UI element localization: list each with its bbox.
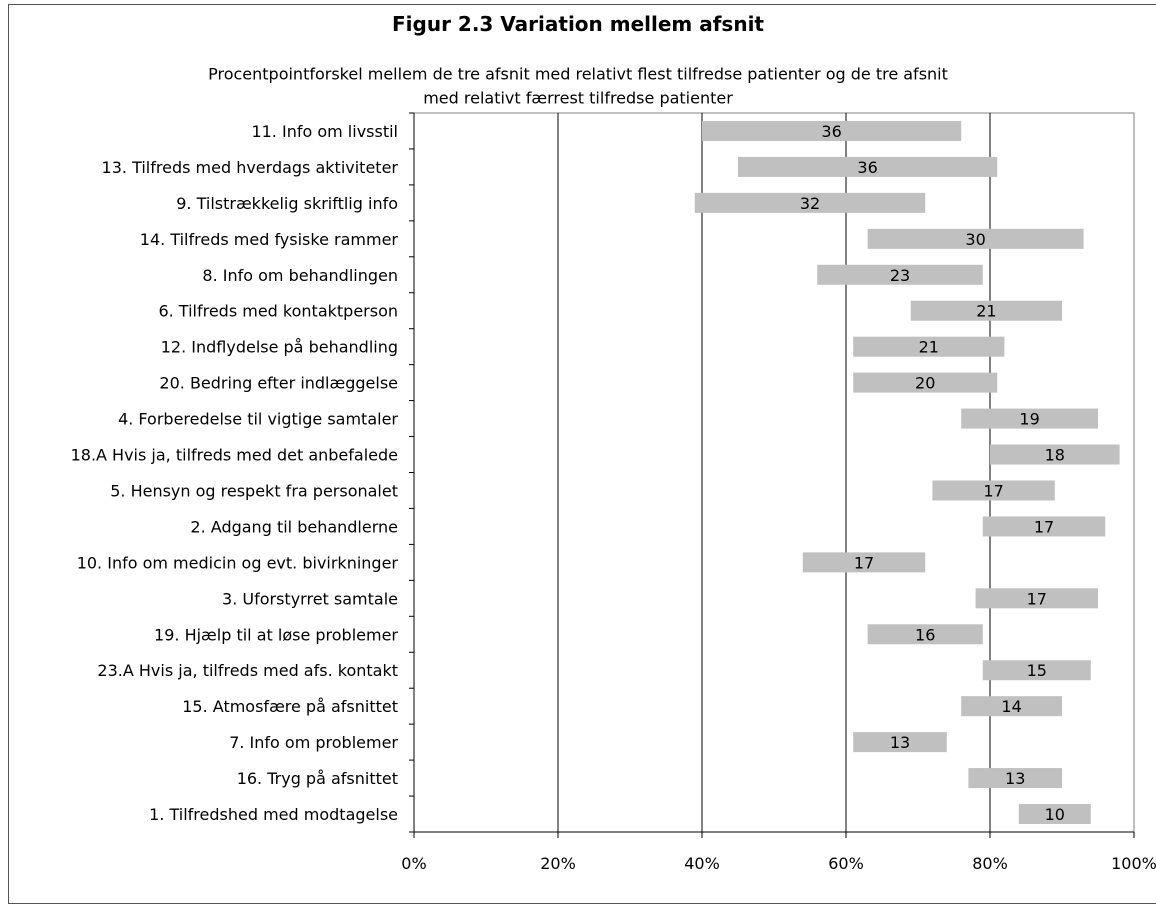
bar-10 [990,444,1120,465]
x-tick-label-5: 100% [1111,854,1156,873]
bar-7 [853,336,1005,357]
category-label-11: 5. Hensyn og respekt fra personalet [110,481,398,500]
category-label-13: 10. Info om medicin og evt. bivirkninger [77,553,399,572]
data-label-3: 32 [800,194,820,213]
data-label-15: 16 [915,625,935,644]
bar-9 [961,408,1098,429]
bar-20 [1018,804,1091,825]
data-label-6: 21 [976,302,996,321]
category-label-2: 13. Tilfreds med hverdags aktiviteter [102,158,399,177]
category-label-19: 16. Tryg på afsnittet [237,769,398,788]
bar-12 [982,516,1106,537]
bar-11 [932,480,1055,501]
data-label-14: 17 [1027,589,1047,608]
bar-14 [975,588,1098,609]
x-tick-label-3: 60% [828,854,864,873]
data-label-12: 17 [1034,517,1054,536]
bar-18 [853,732,947,753]
data-label-10: 18 [1045,446,1065,465]
data-label-2: 36 [857,158,877,177]
data-label-16: 15 [1027,661,1047,680]
chart-subtitle-line-1: Procentpointforskel mellem de tre afsnit… [208,64,948,84]
chart-subtitle-line-2: med relativt færrest tilfredse patienter [423,88,733,108]
data-label-18: 13 [890,733,910,752]
category-label-17: 15. Atmosfære på afsnittet [182,697,398,716]
category-label-8: 20. Bedring efter indlæggelse [159,374,398,393]
data-label-19: 13 [1005,769,1025,788]
data-label-1: 36 [821,122,841,141]
bar-15 [867,624,983,645]
bar-1 [702,120,962,141]
data-label-9: 19 [1019,410,1039,429]
category-label-20: 1. Tilfredshed med modtagelse [149,805,398,824]
bar-8 [853,372,998,393]
bar-6 [910,300,1062,321]
chart-title: Figur 2.3 Variation mellem afsnit [392,12,764,36]
category-label-9: 4. Forberedelse til vigtige samtaler [118,410,398,429]
category-label-7: 12. Indflydelse på behandling [161,338,398,357]
category-label-16: 23.A Hvis ja, tilfreds med afs. kontakt [97,661,398,680]
data-label-8: 20 [915,374,935,393]
category-label-15: 19. Hjælp til at løse problemer [154,625,398,644]
bar-5 [817,264,983,285]
data-label-13: 17 [854,553,874,572]
bar-13 [802,552,926,573]
bar-16 [982,660,1091,681]
category-label-12: 2. Adgang til behandlerne [190,517,398,536]
x-tick-label-4: 80% [972,854,1008,873]
data-label-17: 14 [1001,697,1021,716]
data-label-7: 21 [919,338,939,357]
data-label-5: 23 [890,266,910,285]
data-label-20: 10 [1045,805,1065,824]
x-tick-label-2: 40% [684,854,720,873]
category-label-14: 3. Uforstyrret samtale [222,589,398,608]
category-label-10: 18.A Hvis ja, tilfreds med det anbefaled… [71,446,398,465]
bar-3 [694,192,926,213]
x-tick-label-0: 0% [401,854,426,873]
bar-17 [961,696,1062,717]
bar-19 [968,768,1062,789]
category-label-3: 9. Tilstrækkelig skriftlig info [176,194,398,213]
x-tick-label-1: 20% [540,854,576,873]
category-label-5: 8. Info om behandlingen [202,266,398,285]
bar-4 [867,228,1084,249]
bar-2 [738,156,998,177]
category-label-1: 11. Info om livsstil [251,122,398,141]
category-label-4: 14. Tilfreds med fysiske rammer [140,230,399,249]
category-label-6: 6. Tilfreds med kontaktperson [158,302,398,321]
category-label-18: 7. Info om problemer [229,733,398,752]
plot-area-border [413,112,1135,833]
data-label-11: 17 [983,481,1003,500]
data-label-4: 30 [965,230,985,249]
